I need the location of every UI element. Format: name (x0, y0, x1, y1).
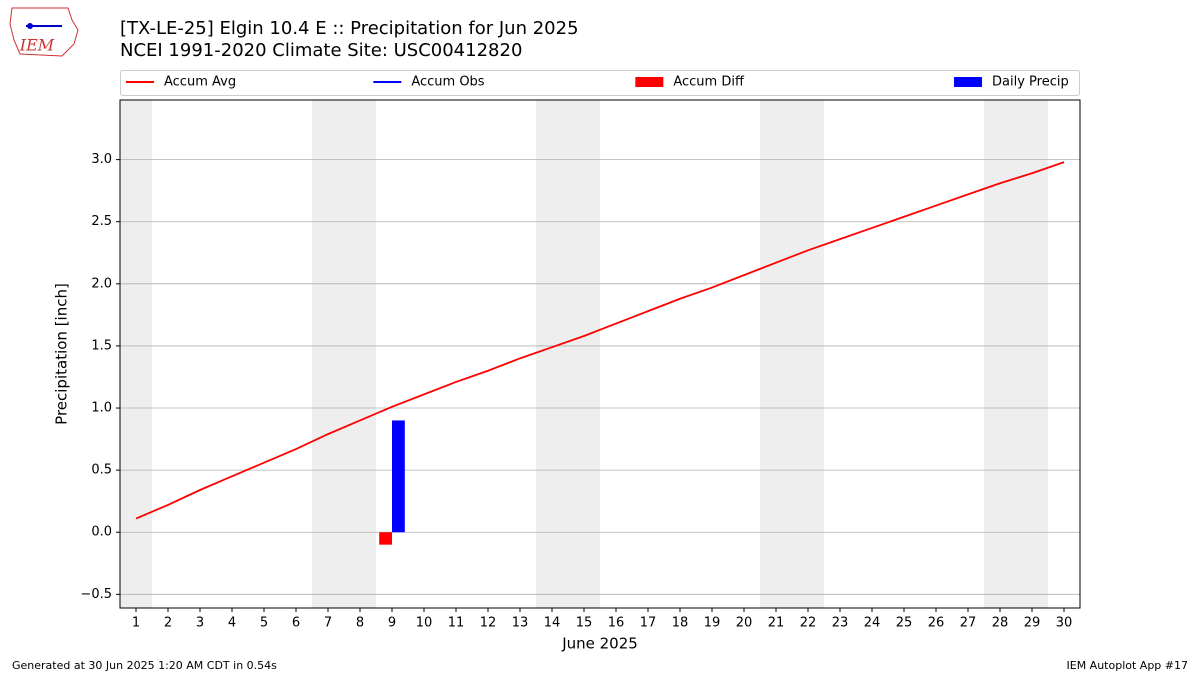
footer-right: IEM Autoplot App #17 (1067, 659, 1189, 672)
legend-swatch (635, 77, 664, 87)
weekend-shade (312, 100, 376, 608)
x-tick-label: 27 (960, 616, 977, 631)
x-tick-label: 14 (544, 616, 561, 631)
x-tick-label: 26 (928, 616, 945, 631)
x-tick-label: 25 (896, 616, 913, 631)
logo: IEM (9, 7, 79, 57)
x-tick-label: 19 (704, 616, 721, 631)
y-tick-label: 0.5 (91, 463, 112, 478)
logo-text: IEM (19, 36, 55, 55)
weekend-shade (536, 100, 600, 608)
y-axis-label: Precipitation [inch] (53, 283, 71, 425)
legend-box (120, 70, 1080, 96)
weekend-shade (760, 100, 824, 608)
y-tick-label: −0.5 (80, 587, 112, 602)
chart-title: [TX-LE-25] Elgin 10.4 E :: Precipitation… (120, 18, 579, 39)
x-tick-label: 7 (324, 616, 332, 631)
x-tick-label: 22 (800, 616, 817, 631)
x-tick-label: 29 (1024, 616, 1041, 631)
x-tick-label: 1 (132, 616, 140, 631)
legend-label: Accum Diff (673, 75, 745, 90)
y-tick-label: 2.5 (91, 214, 112, 229)
x-tick-label: 20 (736, 616, 753, 631)
x-tick-label: 12 (480, 616, 497, 631)
plot-frame (119, 99, 1081, 609)
x-tick-label: 9 (388, 616, 396, 631)
y-tick-label: 1.5 (91, 338, 112, 353)
x-tick-label: 8 (356, 616, 364, 631)
x-tick-label: 15 (576, 616, 593, 631)
x-tick-label: 23 (832, 616, 849, 631)
footer-left: Generated at 30 Jun 2025 1:20 AM CDT in … (12, 659, 277, 672)
x-tick-label: 21 (768, 616, 785, 631)
chart-subtitle: NCEI 1991-2020 Climate Site: USC00412820 (120, 40, 522, 61)
x-axis-label: June 2025 (561, 635, 638, 653)
legend-label: Accum Obs (411, 75, 484, 90)
x-tick-label: 3 (196, 616, 204, 631)
x-tick-label: 2 (164, 616, 172, 631)
x-tick-label: 4 (228, 616, 236, 631)
series-line (135, 161, 1065, 520)
legend-swatch (954, 77, 982, 87)
y-tick-label: 1.0 (91, 401, 112, 416)
y-tick-label: 0.0 (91, 525, 112, 540)
x-tick-label: 10 (416, 616, 433, 631)
y-tick-label: 2.0 (91, 276, 112, 291)
y-tick-label: 3.0 (91, 152, 112, 167)
x-tick-label: 28 (992, 616, 1009, 631)
bar (379, 532, 392, 545)
x-tick-label: 30 (1056, 616, 1073, 631)
x-tick-label: 16 (608, 616, 625, 631)
x-tick-label: 24 (864, 616, 881, 631)
legend-label: Daily Precip (992, 75, 1069, 90)
legend-label: Accum Avg (164, 75, 236, 90)
x-tick-label: 13 (512, 616, 529, 631)
x-tick-label: 18 (672, 616, 689, 631)
weekend-shade (120, 100, 152, 608)
weekend-shade (984, 100, 1048, 608)
x-tick-label: 6 (292, 616, 300, 631)
bar (392, 420, 405, 533)
x-tick-label: 11 (448, 616, 465, 631)
x-tick-label: 17 (640, 616, 657, 631)
x-tick-label: 5 (260, 616, 268, 631)
